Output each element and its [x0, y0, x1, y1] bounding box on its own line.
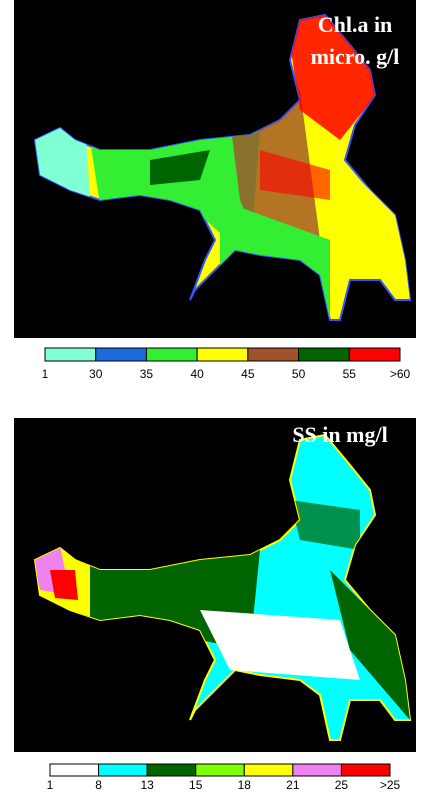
map-title: Chl.a in — [318, 12, 393, 37]
legend-swatch — [299, 348, 350, 361]
legend-swatch — [341, 764, 390, 776]
legend-swatch — [45, 348, 96, 361]
legend-label: 8 — [95, 778, 102, 792]
legend-label: 55 — [343, 367, 357, 381]
map-title: SS in mg/l — [292, 422, 387, 447]
legend-label: 18 — [238, 778, 252, 792]
legend-swatch — [248, 348, 299, 361]
legend-label: 25 — [335, 778, 349, 792]
legend-swatch — [197, 348, 248, 361]
legend-swatch — [146, 348, 197, 361]
legend-swatch — [293, 764, 342, 776]
legend-label: 35 — [140, 367, 154, 381]
legend-label: 13 — [140, 778, 154, 792]
map-figure: Chl.a in micro. g/l SS in mg/l 1 30 35 40 45… — [0, 0, 426, 798]
legend-label: 15 — [189, 778, 203, 792]
legend-swatch — [96, 348, 147, 361]
legend-swatch — [196, 764, 245, 776]
legend-swatch — [244, 764, 293, 776]
legend-swatch — [349, 348, 400, 361]
legend-label: 50 — [292, 367, 306, 381]
legend-swatch — [99, 764, 148, 776]
legend-swatch — [147, 764, 196, 776]
map-title: micro. g/l — [311, 44, 400, 69]
legend-label: 21 — [286, 778, 300, 792]
legend-label: 1 — [47, 778, 54, 792]
legend-label: >25 — [380, 778, 401, 792]
legend-label: 30 — [89, 367, 103, 381]
legend-label: 45 — [241, 367, 255, 381]
legend-label: 40 — [190, 367, 204, 381]
legend-label: 1 — [42, 367, 49, 381]
legend-swatch — [50, 764, 99, 776]
legend-label: >60 — [390, 367, 411, 381]
